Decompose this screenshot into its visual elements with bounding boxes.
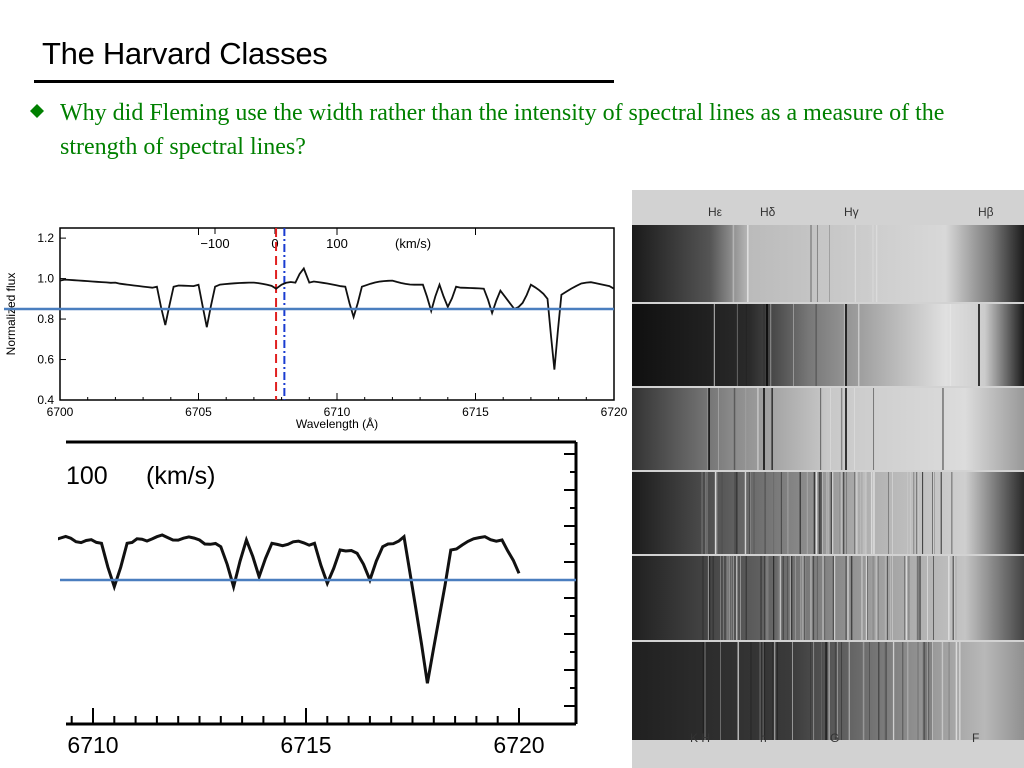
y-tick-label: 1.0 — [37, 272, 54, 286]
plate-top-label: Hδ — [760, 205, 776, 219]
zoom-velocity-tick: 100 — [66, 462, 108, 490]
plot-frame — [59, 227, 615, 401]
x-tick-label: 6715 — [462, 405, 489, 419]
plate-bottom-label: F — [972, 731, 979, 745]
zoom-velocity-unit: (km/s) — [146, 462, 215, 490]
velocity-tick-label: 0 — [271, 236, 278, 251]
velocity-unit-label: (km/s) — [395, 236, 431, 251]
plate-bottom-label: G — [830, 731, 839, 745]
plate-bottom-label: K H — [690, 731, 710, 745]
y-tick-label: 1.2 — [37, 231, 54, 245]
velocity-tick-label: −100 — [200, 236, 229, 251]
zoomed-spectrum-plot: 100 (km/s) 6710 6715 6720 — [58, 440, 578, 758]
spectral-plate-photo: Hε Hδ Hγ Hβ K H h G F — [632, 190, 1024, 768]
plate-strip-6 — [632, 642, 1024, 740]
plate-strip-3 — [632, 388, 1024, 470]
x-tick-label: 6705 — [185, 405, 212, 419]
zoom-spectrum-line — [58, 533, 521, 684]
slide-title: The Harvard Classes — [42, 36, 328, 71]
plate-top-label: Hγ — [844, 205, 859, 219]
spectrum-line — [59, 266, 615, 370]
zoom-x-tick-label: 6715 — [280, 732, 331, 758]
plate-top-label: Hε — [708, 205, 723, 219]
x-tick-label: 6710 — [324, 405, 351, 419]
zoom-x-tick-label: 6710 — [67, 732, 118, 758]
zoom-x-tick-label: 6720 — [493, 732, 544, 758]
x-tick-label: 6700 — [47, 405, 74, 419]
x-tick-label: 6720 — [601, 405, 628, 419]
plate-strip-1 — [632, 225, 1024, 302]
y-tick-label: 0.6 — [37, 353, 54, 367]
hydrogen-lines — [708, 304, 980, 470]
y-tick-label: 0.8 — [37, 312, 54, 326]
bullet-question: Why did Fleming use the width rather tha… — [60, 100, 945, 160]
plate-top-label: Hβ — [978, 205, 994, 219]
x-axis-label: Wavelength (Å) — [296, 416, 378, 431]
plate-bottom-label: h — [760, 731, 767, 745]
y-tick-label: 0.4 — [37, 393, 54, 407]
diamond-bullet-icon — [30, 104, 60, 123]
spectrum-plot: Normalized flux Wavelength (Å) 1.2 1.0 0.8… — [4, 227, 628, 431]
plate-strip-2 — [632, 304, 1024, 386]
y-axis-label: Normalized flux — [4, 273, 18, 356]
title-underline — [34, 80, 614, 83]
plate-strip-5 — [632, 556, 1024, 640]
velocity-tick-label: 100 — [326, 236, 348, 251]
